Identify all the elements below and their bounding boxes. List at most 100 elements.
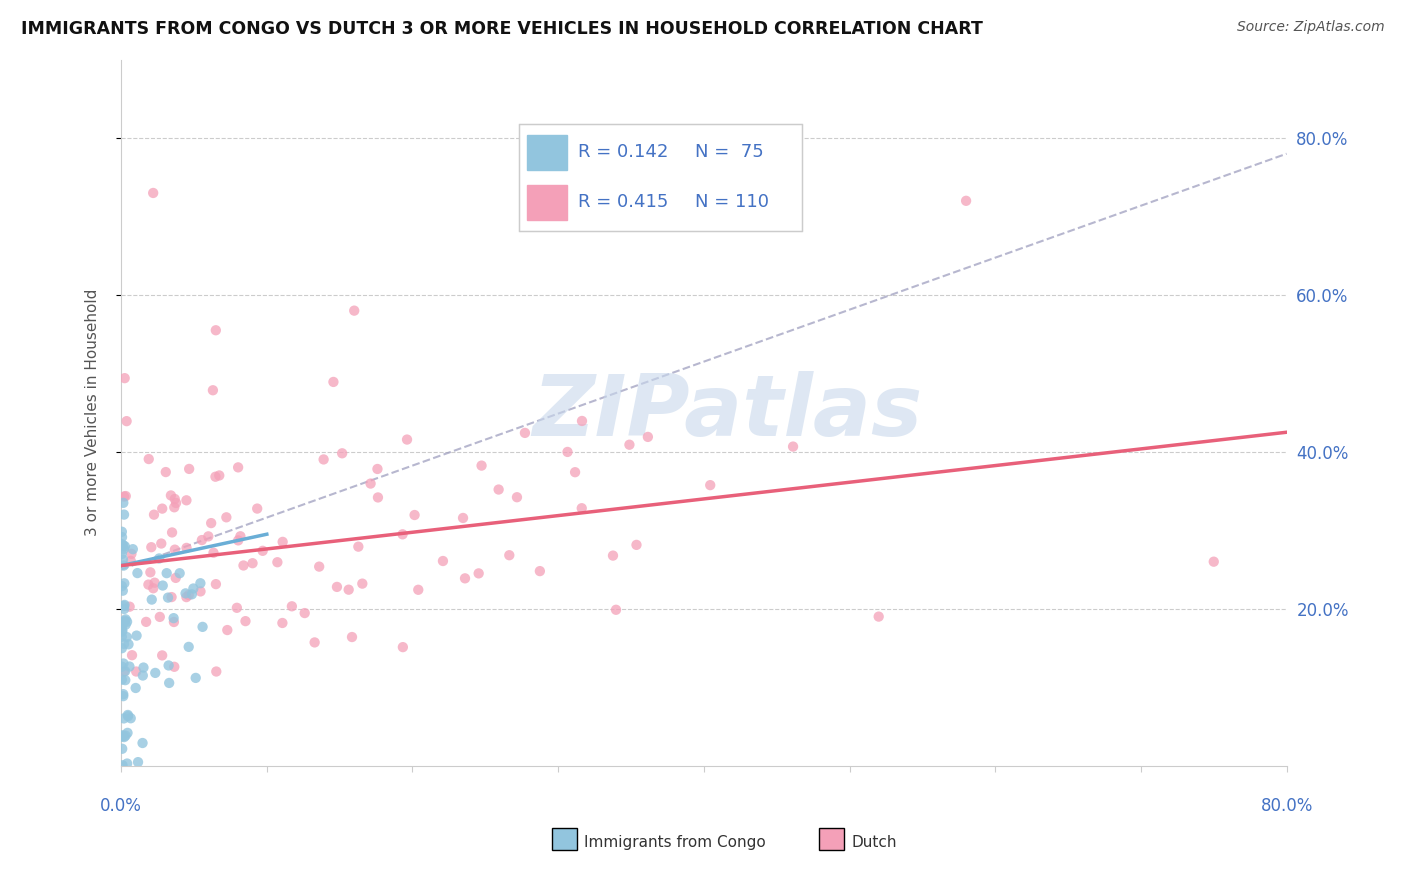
Point bbox=[637, 430, 659, 444]
Point bbox=[111, 552, 134, 566]
Point bbox=[179, 462, 201, 476]
Point bbox=[180, 587, 202, 601]
Point bbox=[111, 630, 134, 644]
Point bbox=[564, 465, 586, 479]
Point bbox=[955, 194, 977, 208]
Point bbox=[304, 635, 326, 649]
Point bbox=[215, 510, 238, 524]
Point bbox=[112, 541, 135, 556]
Point bbox=[177, 588, 200, 602]
Point bbox=[226, 460, 249, 475]
Point bbox=[190, 584, 212, 599]
Point bbox=[162, 611, 184, 625]
Point bbox=[308, 559, 330, 574]
Point bbox=[118, 659, 141, 673]
Point bbox=[150, 648, 173, 663]
Text: R = 0.415: R = 0.415 bbox=[578, 193, 669, 211]
Bar bbox=[527, 185, 567, 220]
Point bbox=[471, 458, 494, 473]
Point bbox=[143, 665, 166, 680]
Point bbox=[112, 689, 135, 703]
Point bbox=[190, 576, 212, 591]
Point bbox=[114, 598, 136, 612]
Point bbox=[132, 660, 155, 674]
Point bbox=[112, 687, 135, 701]
Point bbox=[114, 729, 136, 743]
Point bbox=[176, 493, 198, 508]
Point bbox=[111, 615, 134, 630]
Point bbox=[367, 491, 389, 505]
Point bbox=[117, 709, 139, 723]
Text: Dutch: Dutch bbox=[852, 836, 897, 850]
Point bbox=[246, 501, 269, 516]
Point bbox=[120, 554, 142, 568]
Point bbox=[201, 384, 224, 398]
Point bbox=[127, 566, 149, 580]
Point bbox=[112, 576, 135, 591]
Point bbox=[120, 547, 142, 561]
Point bbox=[605, 603, 627, 617]
Point bbox=[232, 558, 254, 573]
Text: 80.0%: 80.0% bbox=[1260, 797, 1313, 815]
Point bbox=[229, 529, 252, 543]
Point bbox=[205, 577, 228, 591]
Point bbox=[174, 586, 197, 600]
Point bbox=[868, 609, 890, 624]
Point bbox=[143, 575, 166, 590]
Point bbox=[208, 468, 231, 483]
Point bbox=[157, 676, 180, 690]
Point bbox=[121, 542, 143, 557]
Point bbox=[404, 508, 426, 522]
Point bbox=[294, 606, 316, 620]
Point bbox=[169, 566, 191, 581]
Text: Source: ZipAtlas.com: Source: ZipAtlas.com bbox=[1237, 20, 1385, 34]
Point bbox=[112, 538, 135, 552]
Point bbox=[506, 490, 529, 504]
Point bbox=[391, 527, 413, 541]
Point bbox=[163, 491, 186, 506]
Point bbox=[176, 541, 198, 555]
Point bbox=[138, 577, 160, 591]
Point bbox=[111, 583, 134, 598]
Point bbox=[163, 500, 186, 515]
Point bbox=[242, 556, 264, 570]
Point bbox=[118, 599, 141, 614]
Point bbox=[200, 516, 222, 530]
Point bbox=[112, 711, 135, 725]
Point bbox=[395, 433, 418, 447]
Point bbox=[163, 660, 186, 674]
Point bbox=[150, 536, 173, 550]
Point bbox=[467, 566, 489, 581]
Point bbox=[114, 539, 136, 553]
Point bbox=[114, 489, 136, 503]
Point bbox=[112, 508, 135, 522]
Point bbox=[111, 641, 134, 656]
Point bbox=[152, 578, 174, 592]
Point bbox=[111, 530, 134, 544]
Point bbox=[111, 547, 134, 561]
Point bbox=[125, 665, 148, 679]
Text: N =  75: N = 75 bbox=[695, 144, 763, 161]
Point bbox=[112, 637, 135, 651]
Point bbox=[157, 591, 180, 605]
Text: 0.0%: 0.0% bbox=[100, 797, 142, 815]
Point bbox=[156, 566, 179, 581]
Text: R = 0.142: R = 0.142 bbox=[578, 144, 669, 161]
Point bbox=[149, 610, 172, 624]
Point bbox=[183, 582, 205, 596]
Point bbox=[330, 446, 353, 460]
Point bbox=[217, 623, 239, 637]
Point bbox=[197, 529, 219, 543]
Point bbox=[111, 741, 134, 756]
Point bbox=[111, 758, 134, 772]
Point bbox=[432, 554, 454, 568]
Point bbox=[141, 540, 163, 554]
Point bbox=[112, 558, 135, 573]
Point bbox=[226, 533, 249, 548]
Bar bbox=[527, 135, 567, 170]
Point bbox=[252, 544, 274, 558]
Point bbox=[163, 615, 186, 629]
Point bbox=[1202, 555, 1225, 569]
Point bbox=[142, 186, 165, 200]
Point bbox=[115, 414, 138, 428]
